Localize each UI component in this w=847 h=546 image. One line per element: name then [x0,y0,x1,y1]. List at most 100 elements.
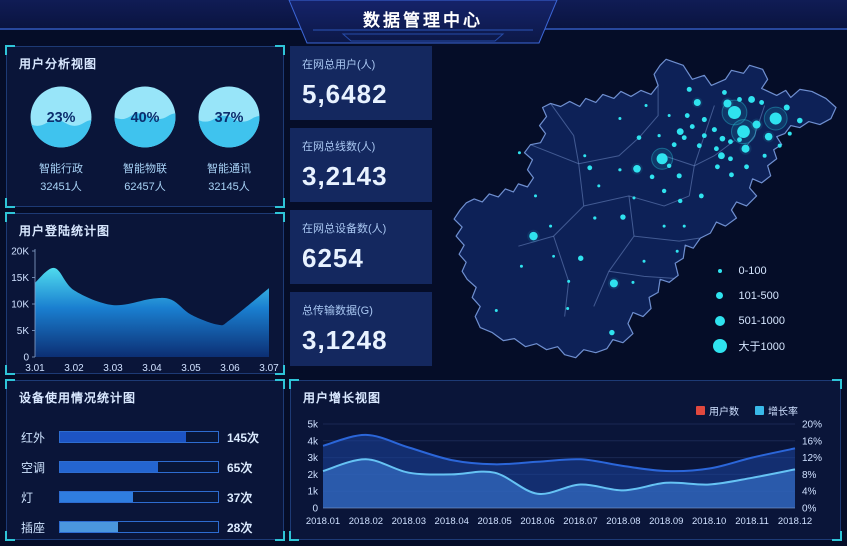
bar-value: 145次 [227,430,260,445]
map-chart [453,58,837,359]
legend-dot-icon [714,315,725,326]
bar-row-light: 灯 37次 [21,482,269,512]
svg-text:3.07: 3.07 [259,363,279,374]
svg-text:4k: 4k [307,436,319,447]
bar-fill [60,492,133,502]
corner-accent [275,379,285,389]
bar-fill [60,522,119,532]
kpi-card-total-devices: 在网总设备数(人) 6254 [290,210,432,284]
svg-text:3.03: 3.03 [103,363,123,374]
gauge-label: 智能物联 [123,163,167,175]
map-scatter-dots [494,86,803,336]
map-legend-row: 501-1000 [711,308,785,333]
corner-accent [275,45,285,55]
panel-title-device-usage: 设备使用情况统计图 [19,391,137,405]
kpi-value: 3,1248 [302,325,388,355]
svg-text:3.02: 3.02 [64,363,84,374]
corner-accent [5,531,15,541]
map-legend-row: 大于1000 [711,333,786,358]
gauge-percent: 40% [131,110,160,126]
svg-text:2018.11: 2018.11 [735,516,769,527]
kpi-value: 3,2143 [302,161,388,191]
login-area-chart: 0 5K 10K 15K 20K 3.01 3.02 3.03 3.04 3.05 3.06 3.07 [11,247,279,375]
bar-track [59,431,219,443]
corner-accent [275,212,285,222]
svg-text:10K: 10K [11,300,29,311]
corner-accent [289,379,299,389]
kpi-label: 在网总设备数(人) [302,223,387,235]
bar-fill [60,432,187,442]
map-legend-label: 大于1000 [738,340,785,353]
bar-row-socket: 插座 28次 [21,512,269,542]
corner-accent [5,198,15,208]
svg-text:2018.10: 2018.10 [692,516,726,527]
bar-value: 37次 [227,490,253,505]
map-legend-label: 0-100 [738,264,767,277]
legend-swatch-icon [696,406,705,415]
legend-item-growth-rate[interactable]: 增长率 [755,403,798,418]
svg-text:3k: 3k [307,453,319,464]
svg-text:2k: 2k [307,470,319,481]
legend-swatch-icon [755,406,764,415]
corner-accent [832,531,842,541]
svg-text:0: 0 [312,504,318,515]
page-title: 数据管理中心 [363,11,483,30]
growth-chart-legend: 用户数 增长率 [696,403,798,418]
corner-accent [5,45,15,55]
corner-accent [275,531,285,541]
bar-value: 28次 [227,520,253,535]
corner-accent [5,365,15,375]
svg-text:2018.08: 2018.08 [606,516,640,527]
bar-row-ac: 空调 65次 [21,452,269,482]
liquid-gauge-chart: 23% [30,86,92,148]
svg-text:2018.04: 2018.04 [435,516,469,527]
bar-track [59,521,219,533]
panel-title-login-stats: 用户登陆统计图 [19,224,111,238]
svg-text:3.05: 3.05 [181,363,201,374]
legend-dot-icon [717,268,722,273]
svg-text:2018.05: 2018.05 [477,516,511,527]
legend-item-users[interactable]: 用户数 [696,403,739,418]
bar-label: 红外 [21,430,46,445]
panel-login-stats: 用户登陆统计图 0 5K 10K 15K 20K 3.01 3.02 3.03 3.04 3.05… [5,212,285,375]
svg-text:2018.06: 2018.06 [520,516,554,527]
svg-text:1k: 1k [307,487,319,498]
corner-accent [289,531,299,541]
map-legend: 0-100 101-500 501-1000 大于1000 [711,258,786,358]
svg-text:20%: 20% [802,420,822,431]
kpi-column: 在网总用户(人) 5,6482 在网总线数(人) 3,2143 在网总设备数(人… [290,46,432,366]
corner-accent [275,198,285,208]
bar-track [59,491,219,503]
map-legend-label: 101-500 [738,289,779,302]
liquid-gauge-comm: 37% 智能通讯 32145人 [189,84,269,194]
legend-dot-icon [716,292,723,299]
kpi-label: 总传输数据(G) [302,305,373,317]
svg-text:2018.02: 2018.02 [349,516,383,527]
growth-area-chart: 0 0% 1k 4% 2k 8% 3k 12% 4k 16% 5k 20% 2018.01 2018.02… [306,420,822,528]
svg-text:0: 0 [23,353,29,364]
svg-text:3.01: 3.01 [25,363,45,374]
panel-title-user-analysis: 用户分析视图 [19,57,98,71]
region-map: 0-100 101-500 501-1000 大于1000 [433,45,841,377]
gauge-label: 智能行政 [39,163,83,175]
svg-text:20K: 20K [11,247,29,258]
bar-fill [60,462,158,472]
liquid-gauge-iot: 40% 智能物联 62457人 [105,84,185,194]
panel-user-analysis: 用户分析视图 23% 智能行政 32451人 [5,45,285,208]
bar-track [59,461,219,473]
device-bar-chart: 红外 145次 空调 65次 灯 37次 插座 28次 窗帘 [7,410,283,546]
panel-device-usage: 设备使用情况统计图 红外 145次 空调 65次 灯 37次 插座 28次 [5,379,285,541]
bar-value: 65次 [227,460,253,475]
kpi-label: 在网总线数(人) [302,141,376,153]
gauge-percent: 37% [215,110,244,126]
svg-text:15K: 15K [11,273,29,284]
svg-text:2018.07: 2018.07 [563,516,597,527]
panel-title-user-growth: 用户增长视图 [303,391,382,405]
legend-dot-icon [712,338,727,353]
kpi-value: 6254 [302,243,364,273]
gauge-count: 62457人 [124,181,166,193]
liquid-gauge-group: 23% 智能行政 32451人 40% 智能物联 62457人 [7,76,283,194]
svg-text:2018.12: 2018.12 [778,516,812,527]
gauge-label: 智能通讯 [207,163,251,175]
